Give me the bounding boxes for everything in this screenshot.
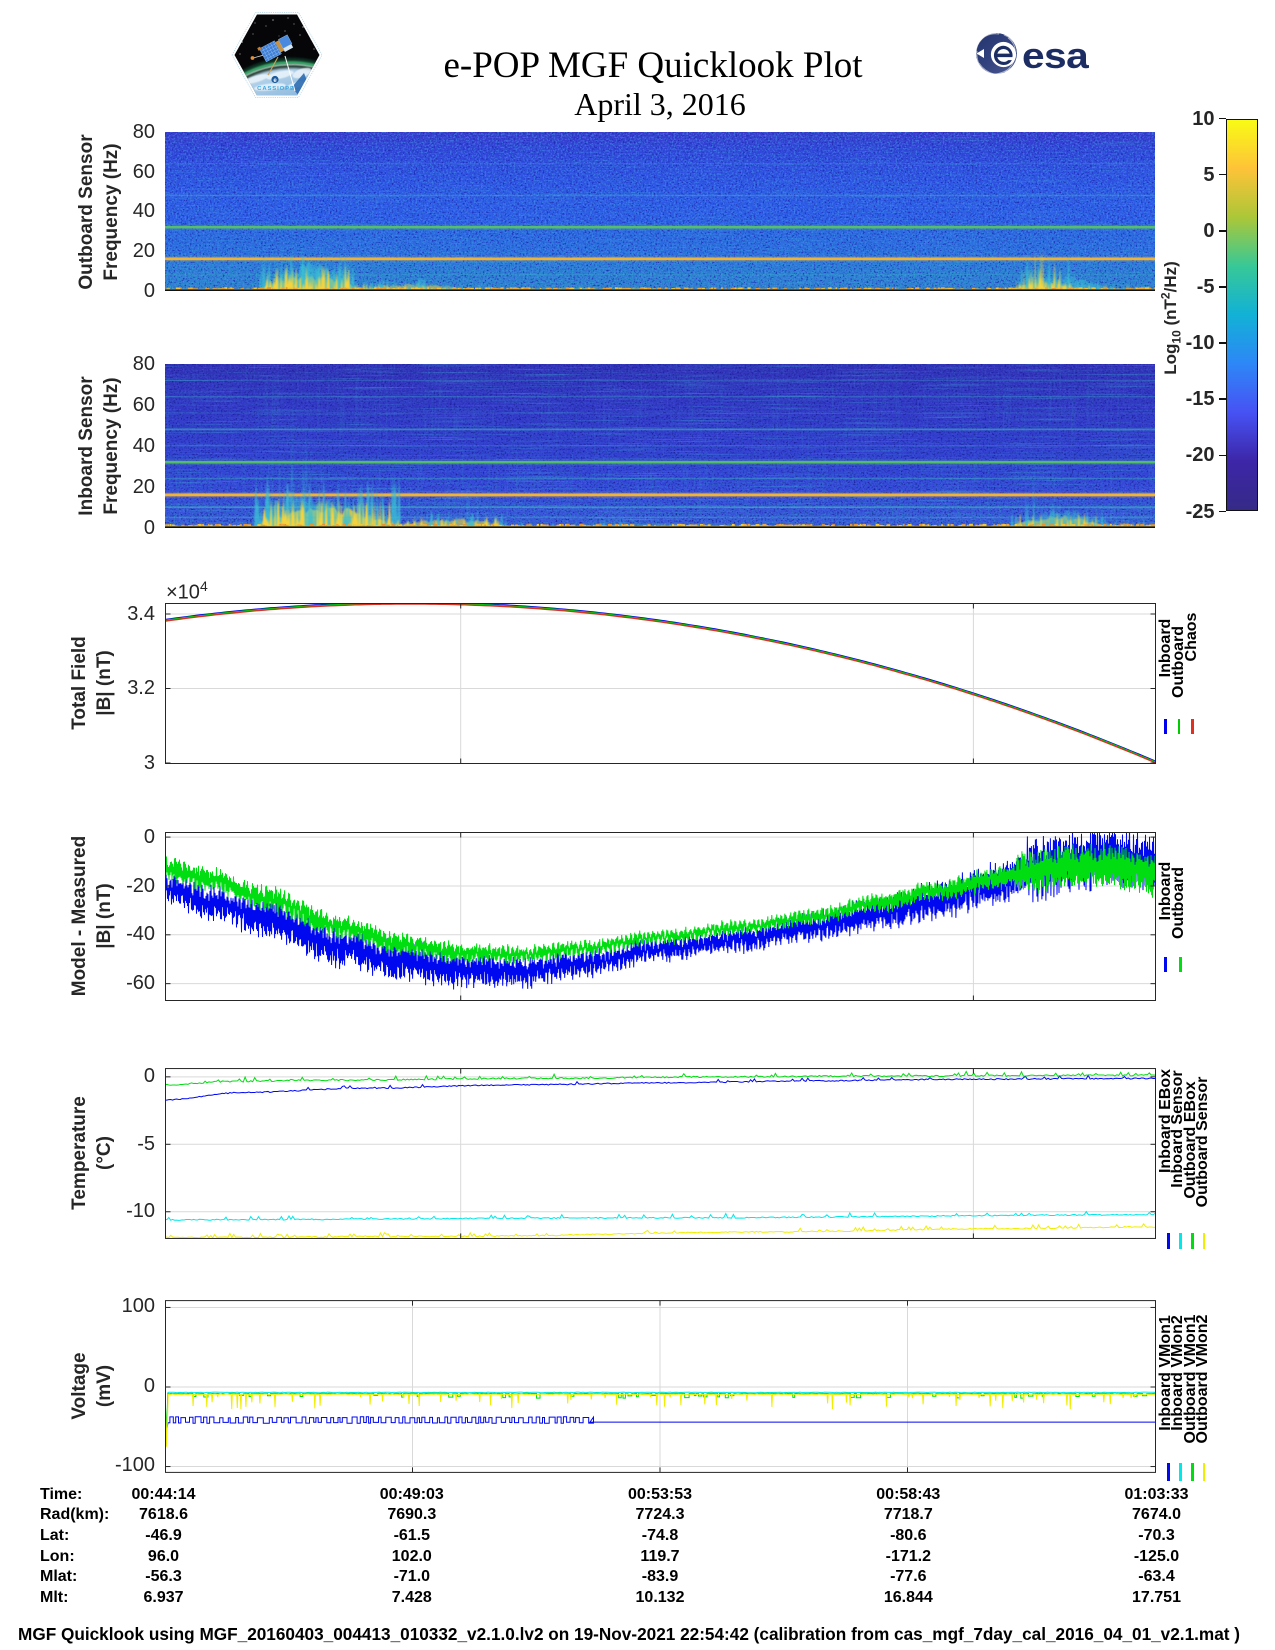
svg-text:CASSIOPE: CASSIOPE xyxy=(257,86,295,92)
svg-text:esa: esa xyxy=(1022,36,1089,76)
svg-text:e: e xyxy=(273,78,277,84)
